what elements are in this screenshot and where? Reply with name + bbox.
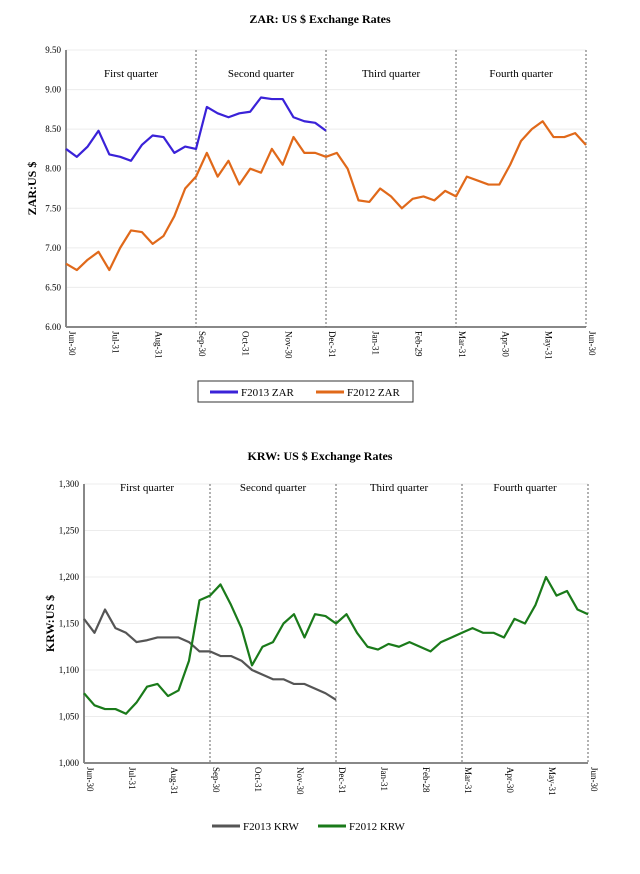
y-tick-label: 6.50 [45,282,61,292]
x-tick-label: Mar-31 [463,767,473,794]
y-tick-label: 1,300 [59,479,80,489]
legend-label: F2013 ZAR [241,387,295,399]
y-tick-label: 9.50 [45,45,61,55]
quarter-label: Second quarter [228,68,295,80]
quarter-label: Second quarter [240,482,307,494]
quarter-label: First quarter [104,68,158,80]
x-tick-label: Sep-30 [197,331,207,357]
legend-label: F2012 KRW [349,821,406,833]
quarter-label: Third quarter [370,482,429,494]
y-axis-label: KRW:US $ [43,595,57,652]
x-tick-label: Jan-31 [379,767,389,791]
series-line-f2012-zar [65,120,587,272]
y-tick-label: 7.50 [45,203,61,213]
x-tick-label: Feb-29 [414,331,424,357]
x-tick-label: Apr-30 [505,767,515,793]
y-tick-label: 8.50 [45,124,61,134]
y-tick-label: 6.00 [45,322,61,332]
y-tick-label: 1,100 [59,665,80,675]
chart-title: KRW: US $ Exchange Rates [248,449,393,463]
series-line-f2013-krw [83,608,337,701]
legend-label: F2012 ZAR [347,387,401,399]
x-tick-label: Jun-30 [85,767,95,792]
x-tick-label: Nov-30 [284,331,294,359]
x-tick-label: Feb-28 [421,767,431,793]
x-tick-label: Mar-31 [457,331,467,358]
y-tick-label: 1,000 [59,758,80,768]
x-tick-label: May-31 [547,767,557,796]
x-tick-label: Oct-31 [240,331,250,356]
y-tick-label: 1,250 [59,526,80,536]
chart-title: ZAR: US $ Exchange Rates [249,12,391,26]
x-tick-label: Aug-31 [169,767,179,795]
y-tick-label: 1,150 [59,619,80,629]
y-tick-label: 1,050 [59,712,80,722]
quarter-label: Fourth quarter [489,68,553,80]
x-tick-label: Sep-30 [211,767,221,793]
x-tick-label: Dec-31 [327,331,337,358]
quarter-label: Fourth quarter [493,482,557,494]
x-tick-label: Jan-31 [370,331,380,355]
y-tick-label: 1,200 [59,572,80,582]
x-tick-label: Jun-30 [589,767,599,792]
x-tick-label: Jun-30 [587,331,597,356]
y-tick-label: 7.00 [45,243,61,253]
x-tick-label: Oct-31 [253,767,263,792]
x-tick-label: Jul-31 [127,767,137,790]
quarter-label: First quarter [120,482,174,494]
y-tick-label: 9.00 [45,85,61,95]
series-line-f2012-krw [83,575,589,715]
series-line-f2013-zar [65,96,327,162]
x-tick-label: Aug-31 [154,331,164,359]
legend-box [197,380,414,403]
quarter-label: Third quarter [362,68,421,80]
x-tick-label: Dec-31 [337,767,347,794]
x-tick-label: Nov-30 [295,767,305,795]
x-tick-label: May-31 [544,331,554,360]
y-tick-label: 8.00 [45,164,61,174]
x-tick-label: Apr-30 [500,331,510,357]
legend-label: F2013 KRW [243,821,300,833]
y-axis-label: ZAR:US $ [25,162,39,216]
x-tick-label: Jul-31 [110,331,120,354]
x-tick-label: Jun-30 [67,331,77,356]
